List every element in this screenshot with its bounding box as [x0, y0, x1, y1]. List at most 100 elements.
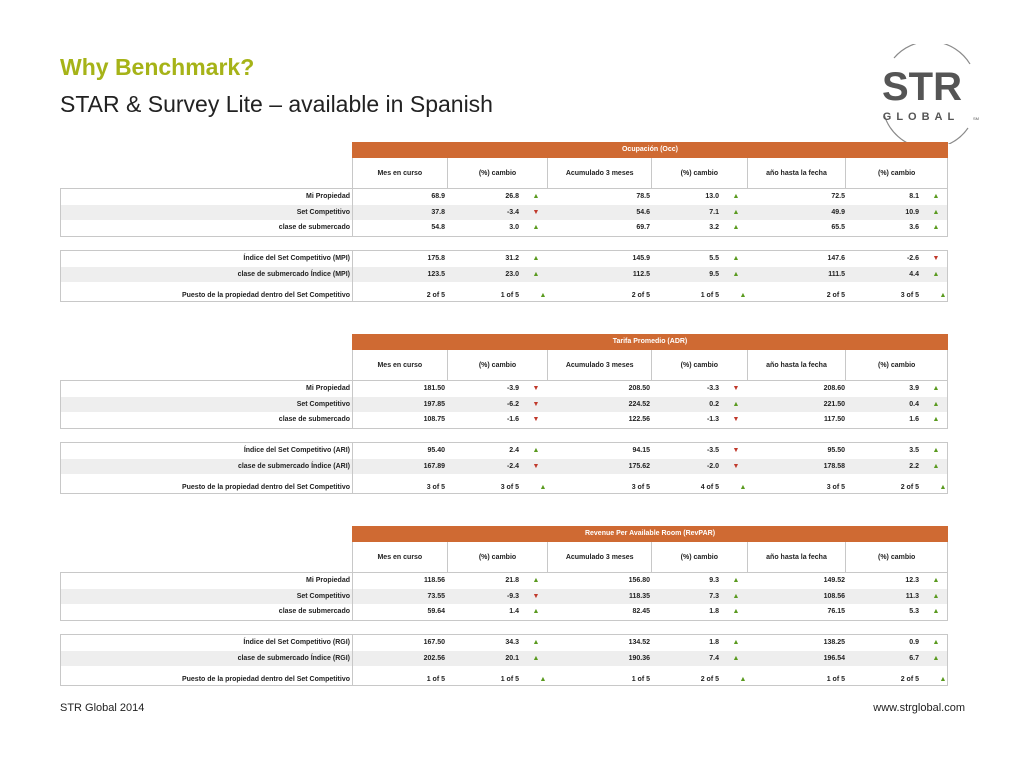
change-value: -1.6: [506, 416, 519, 424]
column-header: año hasta la fecha: [748, 158, 847, 188]
arrow-up-icon: ▲: [532, 654, 540, 662]
section-header: Tarifa Promedio (ADR): [352, 334, 948, 350]
column-header: Acumulado 3 meses: [548, 350, 652, 380]
table-row: clase de submercado Índice (MPI) 123.5 23.…: [61, 266, 947, 282]
change-value: -6.2: [506, 400, 519, 408]
row-label: clase de submercado: [61, 220, 353, 236]
metric-value: 156.80: [628, 577, 650, 585]
column-header: (%) cambio: [448, 542, 549, 572]
change-value: 1.4: [509, 608, 519, 616]
logo-mark: SM: [973, 116, 979, 121]
arrow-up-icon: ▲: [732, 193, 740, 201]
row-label: Mi Propiedad: [61, 381, 353, 397]
metric-value: 49.9: [831, 208, 845, 216]
arrow-up-icon: ▲: [939, 676, 947, 683]
metric-value: 118.35: [628, 592, 650, 600]
change-value: 5.3: [909, 608, 919, 616]
column-header: año hasta la fecha: [748, 350, 847, 380]
logo-line1: STR: [882, 65, 962, 109]
column-header: (%) cambio: [448, 350, 549, 380]
metric-value: 167.89: [423, 462, 445, 470]
metric-value: 167.50: [423, 639, 445, 647]
change-value: 11.3: [905, 592, 919, 600]
arrow-up-icon: ▲: [932, 224, 940, 232]
footer-copyright: STR Global 2014: [60, 702, 145, 714]
change-value: 1.8: [709, 608, 719, 616]
change-value: 3.5: [909, 447, 919, 455]
change-value: -1.3: [706, 416, 719, 424]
arrow-down-icon: ▼: [532, 416, 540, 424]
arrow-up-icon: ▲: [732, 224, 740, 232]
arrow-down-icon: ▼: [532, 385, 540, 393]
change-value: -3.5: [706, 447, 719, 455]
table-row: Puesto de la propiedad dentro del Set Co…: [61, 666, 947, 685]
change-value: 3.9: [909, 385, 919, 393]
metric-value: 145.9: [632, 255, 650, 263]
row-label: clase de submercado: [61, 412, 353, 428]
change-value: -3.9: [506, 385, 519, 393]
row-label: Puesto de la propiedad dentro del Set Co…: [61, 666, 353, 685]
change-value: 7.3: [709, 592, 719, 600]
arrow-up-icon: ▲: [732, 639, 740, 647]
arrow-up-icon: ▲: [932, 193, 940, 201]
row-label: Índice del Set Competitivo (MPI): [61, 251, 353, 267]
arrow-up-icon: ▲: [739, 292, 747, 299]
metric-value: 72.5: [831, 193, 845, 201]
metric-value: 3 of 5: [631, 484, 650, 491]
arrow-down-icon: ▼: [532, 208, 540, 216]
metric-value: 108.75: [423, 416, 445, 424]
row-label: Mi Propiedad: [61, 573, 353, 589]
change-value: -9.3: [506, 592, 519, 600]
metric-value: 82.45: [632, 608, 650, 616]
metric-value: 37.8: [431, 208, 445, 216]
metric-value: 134.52: [628, 639, 650, 647]
arrow-down-icon: ▼: [532, 400, 540, 408]
metric-value: 122.56: [628, 416, 650, 424]
column-header: (%) cambio: [652, 158, 748, 188]
arrow-down-icon: ▼: [532, 462, 540, 470]
arrow-up-icon: ▲: [732, 592, 740, 600]
metric-value: 181.50: [423, 385, 445, 393]
column-header-row: Mes en curso (%) cambio Acumulado 3 meses(…: [352, 350, 948, 381]
row-label: clase de submercado Índice (ARI): [61, 458, 353, 474]
column-header: (%) cambio: [878, 169, 916, 177]
metric-value: 78.5: [636, 193, 650, 201]
table-row: Set Competitivo 37.8 -3.4 ▼ 54.6 7.1 ▲ 49.9 10.9…: [61, 204, 947, 220]
metric-value: 117.50: [823, 416, 845, 424]
metric-value: 197.85: [423, 400, 445, 408]
change-value: 23.0: [505, 270, 519, 278]
metric-value: 221.50: [823, 400, 845, 408]
arrow-up-icon: ▲: [732, 270, 740, 278]
change-value: 21.8: [505, 577, 519, 585]
table-row: Puesto de la propiedad dentro del Set Co…: [61, 474, 947, 493]
arrow-up-icon: ▲: [932, 270, 940, 278]
change-value: 10.9: [905, 208, 919, 216]
change-value: 9.3: [709, 577, 719, 585]
change-value: 13.0: [705, 193, 719, 201]
table-row: clase de submercado Índice (RGI) 202.56 20…: [61, 650, 947, 666]
change-value: 4.4: [909, 270, 919, 278]
arrow-up-icon: ▲: [932, 608, 940, 616]
arrow-down-icon: ▼: [732, 385, 740, 393]
table-row: Mi Propiedad 68.9 26.8 ▲ 78.5 13.0 ▲ 72.5 8.1 ▲: [61, 189, 947, 205]
section-header: Ocupación (Occ): [352, 142, 948, 158]
metric-value: 65.5: [831, 224, 845, 232]
change-value: 3.0: [509, 224, 519, 232]
data-table-block: Mi Propiedad 118.56 21.8 ▲ 156.80 9.3 ▲ 149.52 1…: [60, 572, 948, 621]
change-value: 0.9: [909, 639, 919, 647]
footer-url[interactable]: www.strglobal.com: [873, 702, 965, 714]
table-row: Puesto de la propiedad dentro del Set Co…: [61, 282, 947, 301]
change-value: 3.6: [909, 224, 919, 232]
change-value: 3 of 5: [500, 484, 519, 491]
metric-value: 111.5: [828, 270, 845, 278]
arrow-up-icon: ▲: [532, 224, 540, 232]
metric-value: 202.56: [423, 654, 445, 662]
table-row: Índice del Set Competitivo (MPI) 175.8 31.…: [61, 251, 947, 267]
change-value: -2.0: [706, 462, 719, 470]
change-value: 34.3: [505, 639, 519, 647]
row-label: Set Competitivo: [61, 204, 353, 220]
metric-value: 68.9: [431, 193, 445, 201]
metric-value: 175.8: [427, 255, 445, 263]
metric-value: 69.7: [636, 224, 650, 232]
arrow-up-icon: ▲: [932, 639, 940, 647]
